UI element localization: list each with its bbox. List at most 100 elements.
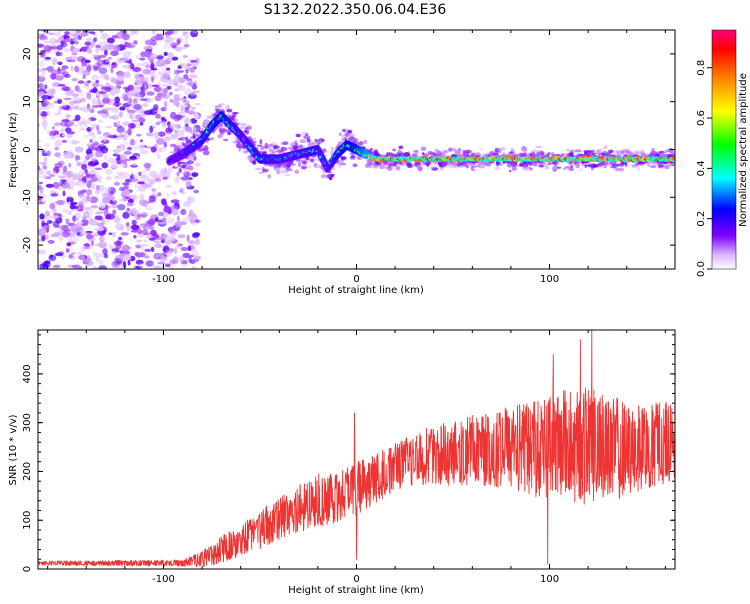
- spectrogram-cell: [42, 262, 48, 268]
- spectrogram-cell: [152, 174, 162, 180]
- spectrogram-cell: [95, 255, 99, 262]
- spectrogram-cell: [183, 44, 190, 48]
- spectrogram-cell: [299, 139, 307, 144]
- spectrogram-cell: [91, 74, 99, 81]
- spectrogram-cell: [358, 141, 364, 146]
- spectrogram-cell: [173, 145, 179, 152]
- spectrogram-cell: [649, 165, 657, 168]
- spectrogram-cell: [433, 161, 439, 165]
- spectrogram-cell: [103, 150, 108, 153]
- spectrogram-cell: [651, 165, 657, 168]
- spectrogram-cell: [174, 88, 180, 92]
- spectrogram-cell: [406, 162, 413, 168]
- spectrogram-cell: [610, 163, 618, 169]
- spectrogram-cell: [94, 146, 101, 152]
- spectrogram-ridge-cell: [671, 156, 675, 160]
- spectrogram-cell: [55, 51, 61, 57]
- spectrogram-cell: [38, 123, 41, 128]
- spectrogram-cell: [83, 206, 91, 211]
- spectrogram-cell: [101, 33, 110, 41]
- spectrogram-cell: [77, 35, 82, 41]
- spectrogram-cell: [363, 139, 367, 144]
- spectrogram-cell: [191, 30, 199, 34]
- spectrogram-cell: [150, 69, 156, 75]
- spectrogram-cell: [39, 61, 45, 68]
- spectrogram-cell: [94, 124, 100, 127]
- spectrogram-cell: [81, 66, 86, 71]
- spectrogram-cell: [46, 89, 54, 97]
- spectrogram-cell: [591, 149, 596, 153]
- spectrogram-cell: [604, 161, 608, 166]
- spectrogram-cell: [70, 65, 74, 72]
- spectrogram-cell: [267, 174, 272, 179]
- spectrogram-cell: [179, 255, 184, 263]
- spectrogram-cell: [157, 261, 166, 265]
- x-tick-label: 100: [540, 574, 559, 585]
- spectrogram-cell: [290, 163, 296, 166]
- spectrogram-cell: [412, 149, 419, 153]
- spectrogram-cell: [542, 162, 547, 166]
- spectrogram-cell: [123, 172, 131, 180]
- spectrogram-cell: [353, 138, 358, 143]
- spectrogram-cell: [89, 108, 95, 113]
- spectrogram-cell: [295, 143, 299, 148]
- spectrogram-cell: [44, 56, 52, 60]
- spectrogram-cell: [146, 233, 153, 240]
- spectrogram-cell: [189, 152, 196, 156]
- spectrogram-cell: [58, 35, 64, 40]
- spectrogram-cell: [194, 103, 201, 106]
- spectrogram-cell: [311, 142, 316, 146]
- spectrogram-cell: [534, 161, 538, 167]
- spectrogram-cell: [172, 166, 179, 169]
- spectrogram-cell: [53, 112, 61, 116]
- spectrogram-cell: [87, 166, 95, 170]
- spectrogram-cell: [294, 169, 300, 175]
- spectrogram-cell: [174, 220, 183, 228]
- spectrogram-cell: [144, 255, 150, 259]
- spectrogram-cell: [347, 129, 353, 134]
- spectrogram-cell: [182, 104, 188, 108]
- spectrogram-cell: [547, 152, 551, 156]
- spectrogram-cell: [179, 63, 184, 67]
- spectrogram-cell: [119, 250, 125, 254]
- spectrogram-cell: [72, 220, 76, 224]
- spectrogram-cell: [188, 67, 195, 71]
- spectrogram-cell: [38, 169, 44, 175]
- spectrogram-cell: [173, 116, 181, 122]
- spectrogram-cell: [395, 165, 401, 171]
- spectrogram-cell: [494, 166, 500, 171]
- spectrogram-cell: [187, 160, 194, 165]
- spectrogram-cell: [539, 151, 545, 156]
- spectrogram-cell: [162, 234, 168, 241]
- spectrogram-cell: [187, 63, 193, 66]
- spectrogram-cell: [67, 181, 77, 187]
- spectrogram-cell: [67, 230, 76, 234]
- spectrogram-cell: [191, 106, 196, 110]
- spectrogram-cell: [61, 119, 70, 123]
- spectrogram-cell: [52, 181, 60, 189]
- spectrogram-cell: [50, 215, 60, 219]
- spectrogram-cell: [462, 163, 469, 168]
- spectrogram-cell: [146, 40, 155, 45]
- spectrogram-cell: [203, 145, 209, 151]
- spectrogram-cell: [104, 86, 110, 93]
- spectrogram-cell: [131, 119, 140, 123]
- spectrogram-cell: [54, 139, 62, 148]
- spectrogram-cell: [141, 224, 145, 229]
- spectrogram-cell: [164, 263, 171, 268]
- spectrogram-cell: [118, 111, 123, 118]
- spectrogram-cell: [143, 239, 148, 243]
- spectrogram-cell: [159, 57, 164, 65]
- spectrogram-cell: [349, 156, 357, 160]
- spectrogram-cell: [233, 136, 237, 141]
- spectrogram-cell: [132, 195, 139, 202]
- spectrogram-cell: [68, 254, 74, 259]
- spectrogram-cell: [95, 44, 101, 49]
- spectrogram-cell: [127, 122, 136, 129]
- spectrogram-cell: [78, 106, 84, 111]
- spectrogram-cell: [38, 161, 45, 165]
- spectrogram-cell: [133, 40, 138, 45]
- spectrogram-cell: [139, 122, 144, 126]
- spectrogram-cell: [123, 64, 132, 69]
- spectrogram-cell: [93, 177, 99, 182]
